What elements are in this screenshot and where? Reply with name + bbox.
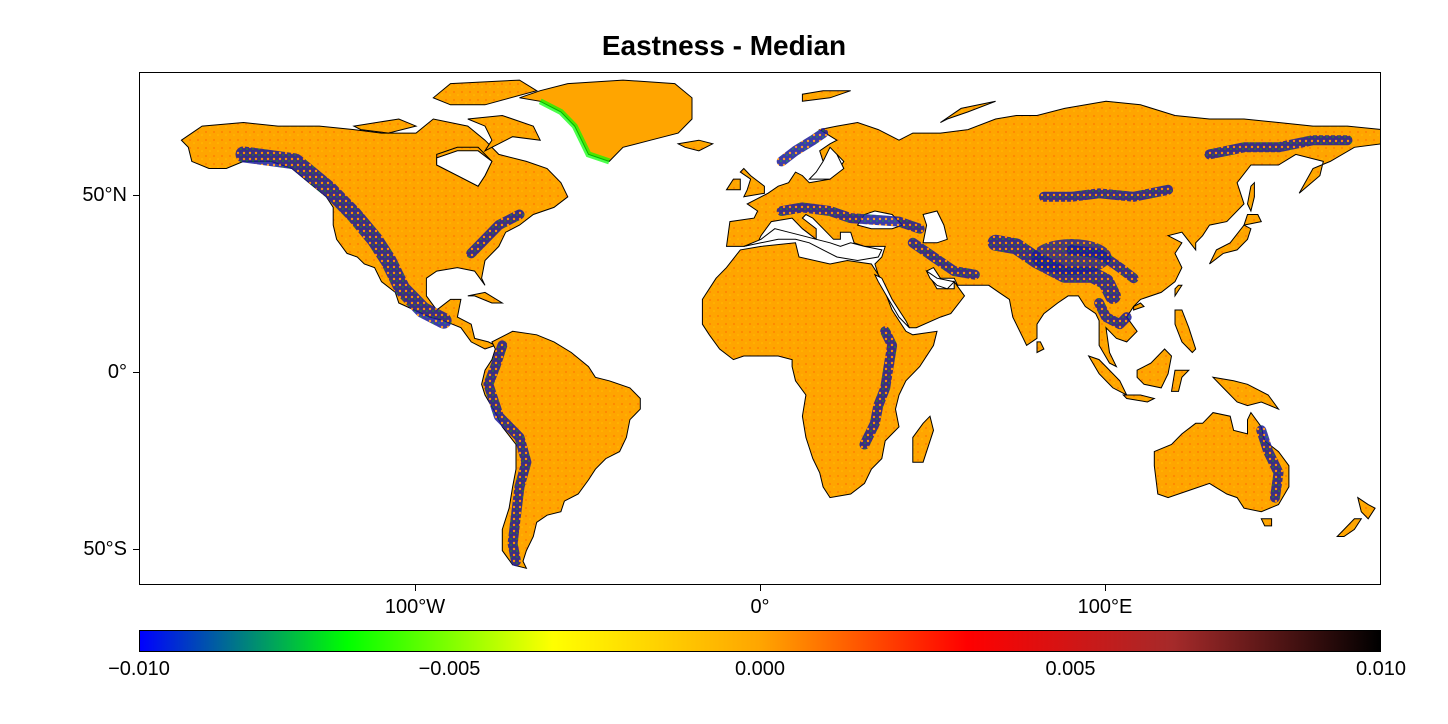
landmass-new-zealand-n [1357,496,1376,520]
tibet-plateau [1031,239,1112,275]
persian-gulf-water [925,269,956,290]
colorbar-tick-label: 0.005 [1045,658,1096,680]
ridge-alps-caucasus [776,202,925,234]
landmass-madagascar [912,415,935,463]
landmass-sakhalin [1246,181,1255,213]
landmass-australia [1153,411,1290,513]
ridge-altai [1038,184,1174,202]
x-tick-mark [1104,585,1106,591]
colorbar-tick-label: −0.010 [108,658,170,680]
ridge-appalachian [466,209,525,259]
y-tick-label: 50°S [83,537,127,560]
world-map [180,79,1380,570]
x-tick-label: 0° [750,596,770,618]
ridge-great-dividing [1256,425,1284,503]
landmass-svalbard [801,90,851,102]
ridge-east-africa [859,326,898,450]
mountain-ridges [235,128,1353,567]
colorbar-tick-label: −0.005 [418,658,481,680]
baltic-water [808,146,845,180]
landmass-hokkaido [1243,214,1263,226]
landmass-java [1122,394,1156,403]
landmass-south-america [481,330,641,570]
landmass-philippines [1174,309,1197,354]
landmass-new-guinea [1211,376,1280,411]
ridge-zagros [907,237,980,280]
landmass-sulawesi [1170,369,1190,392]
colorbar-tick-label: 0.010 [1355,658,1407,680]
landmass-britain [739,167,765,198]
colorbar-tick-label: 0.000 [734,658,786,680]
map-title: Eastness - Median [601,30,847,61]
landmass-hainan [1133,302,1145,311]
landmass-borneo [1136,348,1173,389]
y-tick-label: 50°N [82,183,127,206]
landmass-japan [1209,224,1252,265]
ridge-siberia-east [1204,135,1353,160]
ridge-scandinavia [776,128,829,167]
landmass-sumatra [1087,355,1128,397]
x-tick-label: 100°W [384,596,446,618]
landmass-eurasia [725,100,1380,368]
land-group [180,79,1380,570]
landmass-africa [701,242,938,499]
landmass-ellesmere [432,79,538,106]
ridge-se-asia [1094,298,1132,330]
hudson-bay-water [436,150,493,187]
y-tick-label: 0° [107,360,127,383]
landmass-new-zealand-s [1336,518,1363,537]
landmass-taiwan [1174,284,1183,298]
landmass-greenland [519,79,693,162]
landmass-cuba [467,291,505,304]
y-tick-mark [133,372,139,374]
y-tick-mark [133,549,139,551]
ridge-andes [483,340,532,567]
landmass-ireland [725,178,741,191]
x-tick-label: 100°E [1077,596,1133,618]
x-tick-mark [759,585,761,591]
landmass-baffin [467,114,542,153]
red-sea-water [873,273,910,329]
mediterranean-water [743,228,883,262]
caspian-water [922,210,948,244]
landmass-sri-lanka [1036,341,1045,354]
greenland-edge [538,98,611,165]
landmass-victoria-island [352,118,418,134]
map-panel [139,72,1381,585]
ridge-rockies [235,146,452,329]
landmass-tasmania [1260,518,1273,527]
colorbar [139,630,1381,652]
landmass-novaya-zemlya [940,100,996,123]
landmass-iceland [676,139,715,152]
x-tick-mark [414,585,416,591]
y-tick-mark [133,195,139,197]
